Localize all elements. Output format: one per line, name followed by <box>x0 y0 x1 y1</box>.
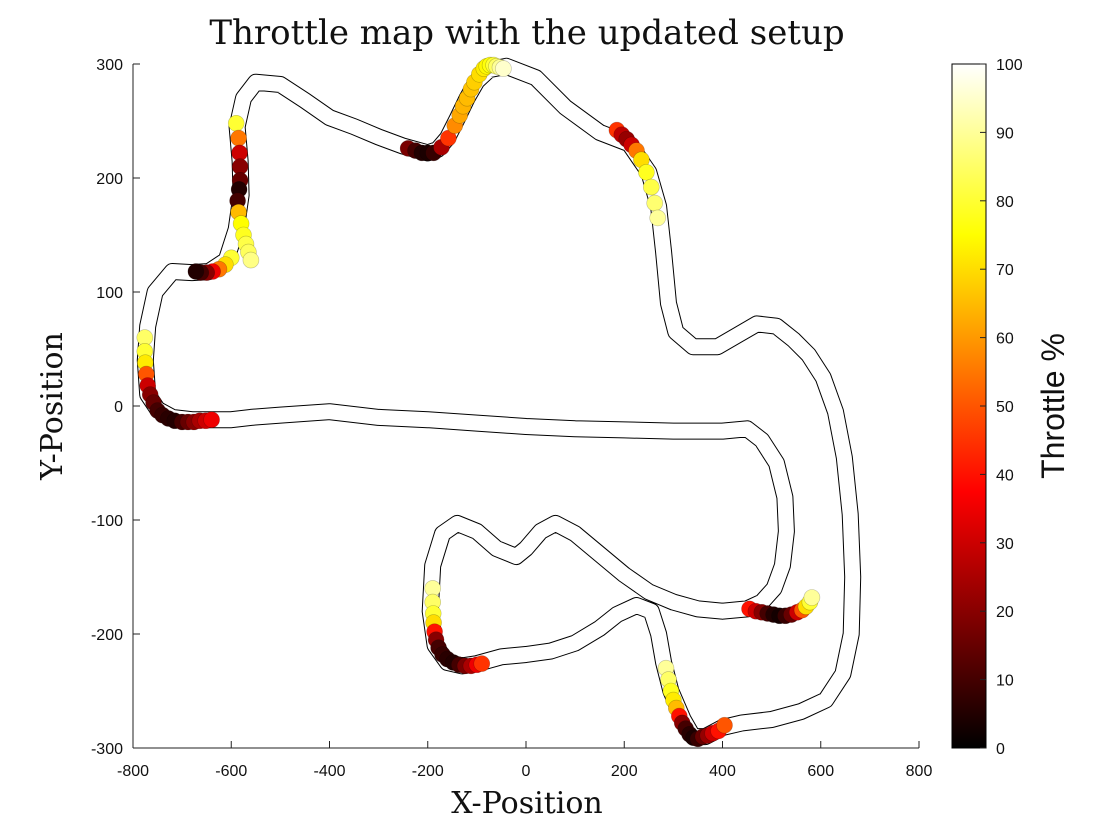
colorbar-tick-label: 50 <box>996 399 1014 416</box>
throttle-point <box>230 129 247 147</box>
y-tick-label: 200 <box>96 171 123 188</box>
x-tick-label: -200 <box>412 763 444 780</box>
y-tick-label: -300 <box>91 741 123 758</box>
throttle-point <box>642 178 660 196</box>
y-axis-label: Y-Position <box>35 332 70 481</box>
x-tick-label: 0 <box>522 763 531 780</box>
x-tick-label: -600 <box>215 763 247 780</box>
colorbar-tick-label: 30 <box>996 536 1014 553</box>
throttle-point <box>649 209 667 227</box>
x-tick-label: -800 <box>117 763 149 780</box>
throttle-point <box>495 60 512 77</box>
y-tick-label: -200 <box>91 627 123 644</box>
colorbar-tick-label: 10 <box>996 673 1014 690</box>
throttle-points <box>136 56 821 748</box>
track-layer <box>136 57 862 746</box>
y-tick-label: -100 <box>91 513 123 530</box>
track-outline <box>136 57 862 746</box>
colorbar-tick-label: 60 <box>996 331 1014 348</box>
throttle-point <box>187 263 205 280</box>
x-tick-label: -400 <box>313 763 345 780</box>
throttle-point <box>716 716 733 734</box>
throttle-point <box>638 164 655 181</box>
x-tick-label: 200 <box>611 763 638 780</box>
colorbar-tick-label: 70 <box>996 262 1014 279</box>
throttle-point <box>646 194 664 212</box>
x-axis-label: X-Position <box>451 786 602 821</box>
throttle-point <box>203 411 220 429</box>
colorbar-tick-label: 20 <box>996 604 1014 621</box>
colorbar-ticks: 0 10 20 30 40 50 60 70 80 90 100 <box>980 57 1023 758</box>
colorbar: 0 10 20 30 40 50 60 70 80 90 100 Throttle % <box>951 57 1071 758</box>
track-surface <box>137 58 861 745</box>
colorbar-tick-label: 40 <box>996 467 1014 484</box>
y-tick-label: 300 <box>96 57 123 74</box>
colorbar-label: Throttle % <box>1035 333 1071 479</box>
y-tick-label: 0 <box>114 399 123 416</box>
throttle-point <box>473 655 491 672</box>
x-tick-label: 600 <box>807 763 834 780</box>
plot-area: -800 -600 -400 -200 0 200 400 600 800 -300 -200 -10… <box>91 56 932 780</box>
x-tick-label: 400 <box>709 763 736 780</box>
x-tick-label: 800 <box>906 763 933 780</box>
colorbar-tick-label: 100 <box>996 57 1023 74</box>
throttle-point <box>242 251 260 269</box>
colorbar-tick-label: 90 <box>996 125 1014 142</box>
colorbar-tick-label: 0 <box>996 741 1005 758</box>
y-tick-label: 100 <box>96 285 123 302</box>
colorbar-tick-label: 80 <box>996 194 1014 211</box>
throttle-point <box>803 589 821 606</box>
throttle-point <box>227 115 245 132</box>
chart-title: Throttle map with the updated setup <box>209 13 844 53</box>
axes: -800 -600 -400 -200 0 200 400 600 800 -300 -200 -10… <box>91 57 932 780</box>
